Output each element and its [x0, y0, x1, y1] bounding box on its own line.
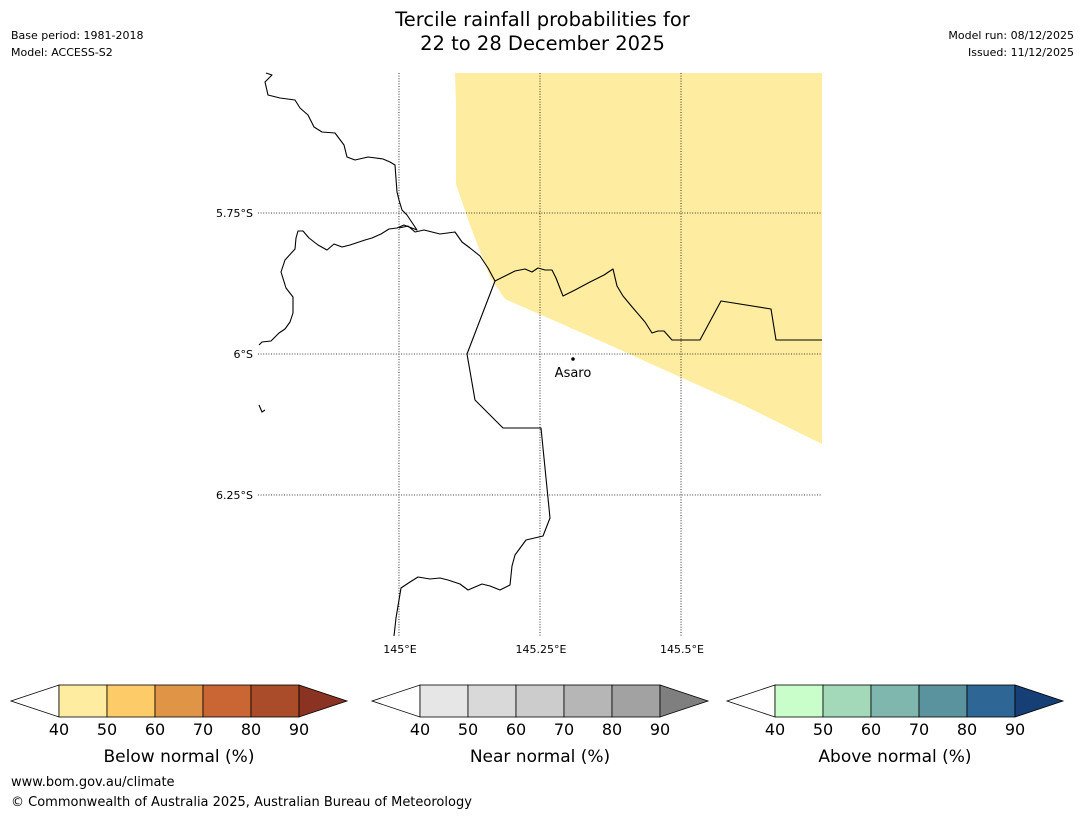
- cb-below-label: Below normal (%): [104, 747, 255, 767]
- cb-below-tick-80: 80: [241, 720, 261, 739]
- cb-above-over: [1014, 684, 1065, 718]
- cb-above-tick-80: 80: [957, 720, 977, 739]
- cb-above-bin-80-90: [966, 684, 1016, 718]
- boundaries: [258, 72, 822, 637]
- cb-near-bin-60-70: [515, 684, 565, 718]
- cb-above-under: [725, 684, 776, 718]
- model-run: Model run: 08/12/2025: [948, 29, 1074, 42]
- boundary-north: [258, 72, 418, 346]
- lat-label-6-25: 6.25°S: [216, 489, 253, 502]
- cb-above-tick-40: 40: [765, 720, 785, 739]
- cb-below-bin-70-80: [202, 684, 252, 718]
- title-line-1: Tercile rainfall probabilities for: [395, 8, 690, 31]
- cb-below-under: [9, 684, 60, 718]
- lat-label-6: 6°S: [234, 348, 253, 361]
- cb-near-tick-60: 60: [506, 720, 526, 739]
- cb-below-bin-40-50: [58, 684, 108, 718]
- graticule: [258, 73, 822, 636]
- cb-near-bin-70-80: [563, 684, 613, 718]
- lon-label-145-5: 145.5°E: [660, 643, 704, 656]
- cb-near-bin-80-90: [611, 684, 661, 718]
- cb-near-tick-50: 50: [458, 720, 478, 739]
- cb-below-over: [298, 684, 349, 718]
- cb-above-tick-50: 50: [813, 720, 833, 739]
- boundary-ridge: [398, 225, 822, 341]
- lat-labels: 5.75°S 6°S 6.25°S: [216, 207, 253, 502]
- cb-above-tick-60: 60: [861, 720, 881, 739]
- cb-above-label: Above normal (%): [818, 747, 971, 767]
- title-line-2: 22 to 28 December 2025: [420, 32, 665, 55]
- colorbar-below: 40 50 60 70 80 90 Below normal (%): [9, 684, 349, 767]
- cb-above-bin-70-80: [918, 684, 968, 718]
- cb-below-tick-60: 60: [145, 720, 165, 739]
- cb-above-bin-50-60: [822, 684, 872, 718]
- below-normal-shading: [455, 73, 822, 444]
- place-label: Asaro: [555, 366, 592, 381]
- cb-near-under: [370, 684, 421, 718]
- colorbar-above: 40 50 60 70 80 90 Above normal (%): [725, 684, 1065, 767]
- boundary-fragment: [258, 404, 266, 413]
- issued-date: Issued: 11/12/2025: [967, 46, 1074, 59]
- cb-near-bin-50-60: [467, 684, 517, 718]
- cb-below-tick-40: 40: [49, 720, 69, 739]
- lon-label-145-25: 145.25°E: [516, 643, 567, 656]
- cb-near-over: [659, 684, 710, 718]
- map-panel: 5.75°S 6°S 6.25°S 145°E 145.25°E 145.5°E…: [216, 72, 822, 656]
- colorbar-near: 40 50 60 70 80 90 Near normal (%): [370, 684, 710, 767]
- cb-below-bin-60-70: [154, 684, 204, 718]
- place-marker: [571, 357, 575, 361]
- cb-above-tick-70: 70: [909, 720, 929, 739]
- meta-right: Model run: 08/12/2025 Issued: 11/12/2025: [948, 27, 1074, 61]
- model-name: Model: ACCESS-S2: [11, 46, 113, 59]
- map-title: Tercile rainfall probabilities for 22 to…: [0, 8, 1085, 56]
- cb-above-bin-60-70: [870, 684, 920, 718]
- boundary-south: [393, 280, 551, 637]
- cb-near-bin-40-50: [419, 684, 469, 718]
- cb-near-label: Near normal (%): [470, 747, 610, 767]
- cb-below-bin-80-90: [250, 684, 300, 718]
- cb-below-bin-50-60: [106, 684, 156, 718]
- cb-near-tick-90: 90: [650, 720, 670, 739]
- meta-left: Base period: 1981-2018 Model: ACCESS-S2: [11, 27, 143, 61]
- cb-near-tick-70: 70: [554, 720, 574, 739]
- lon-label-145: 145°E: [383, 643, 416, 656]
- lon-labels: 145°E 145.25°E 145.5°E: [383, 643, 704, 656]
- footer-url[interactable]: www.bom.gov.au/climate: [11, 775, 175, 790]
- cb-near-tick-80: 80: [602, 720, 622, 739]
- cb-below-tick-90: 90: [289, 720, 309, 739]
- lat-label-5-75: 5.75°S: [216, 207, 253, 220]
- cb-below-tick-70: 70: [193, 720, 213, 739]
- footer-copyright: © Commonwealth of Australia 2025, Austra…: [11, 795, 472, 810]
- cb-above-tick-90: 90: [1005, 720, 1025, 739]
- cb-above-bin-40-50: [774, 684, 824, 718]
- cb-below-tick-50: 50: [97, 720, 117, 739]
- cb-near-tick-40: 40: [410, 720, 430, 739]
- base-period: Base period: 1981-2018: [11, 29, 144, 42]
